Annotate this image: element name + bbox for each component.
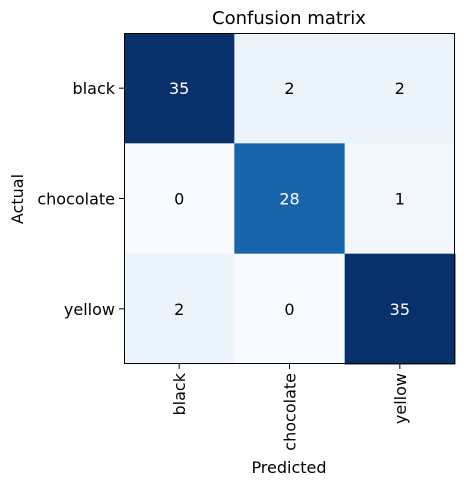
x-tick-label-2: yellow: [391, 373, 410, 424]
heatmap-cell-r1-c0: [124, 143, 235, 255]
cell-value-r0-c0: 35: [169, 79, 189, 98]
cell-value-r2-c2: 35: [390, 300, 410, 319]
heatmap-cell-r1-c2: [344, 143, 456, 255]
heatmap-cell-r1-c1: [234, 143, 346, 255]
heatmap-cell-r2-c0: [124, 253, 235, 365]
heatmap-cells: [124, 33, 456, 365]
y-tick-label-0: black: [73, 79, 116, 98]
x-tick-label-0: black: [170, 372, 189, 415]
heatmap-cell-r2-c2: [344, 253, 456, 365]
y-tick-label-2: yellow: [64, 300, 115, 319]
cell-value-r0-c2: 2: [395, 79, 405, 98]
y-tick-label-1: chocolate: [37, 190, 115, 209]
heatmap-cell-r2-c1: [234, 253, 346, 365]
cell-value-r1-c0: 0: [174, 190, 184, 209]
cell-value-labels: 35 2 2 0 28 1 2 0 35: [169, 79, 410, 319]
cell-value-r1-c2: 1: [395, 190, 405, 209]
plot-frame: [124, 33, 455, 364]
x-tick-labels: black chocolate yellow: [170, 364, 410, 451]
y-tick-labels: black chocolate yellow: [37, 79, 124, 319]
cell-value-r2-c1: 0: [284, 300, 294, 319]
y-axis-label: Actual: [8, 174, 27, 224]
heatmap-cell-r0-c1: [234, 33, 346, 144]
heatmap-cell-r0-c2: [344, 33, 456, 144]
x-tick-label-1: chocolate: [281, 373, 300, 451]
cell-value-r1-c1: 28: [279, 190, 299, 209]
cell-value-r0-c1: 2: [284, 79, 294, 98]
heatmap-cell-r0-c0: [124, 33, 235, 144]
chart-title: Confusion matrix: [212, 8, 366, 29]
x-axis-label: Predicted: [251, 458, 326, 477]
cell-value-r2-c0: 2: [174, 300, 184, 319]
